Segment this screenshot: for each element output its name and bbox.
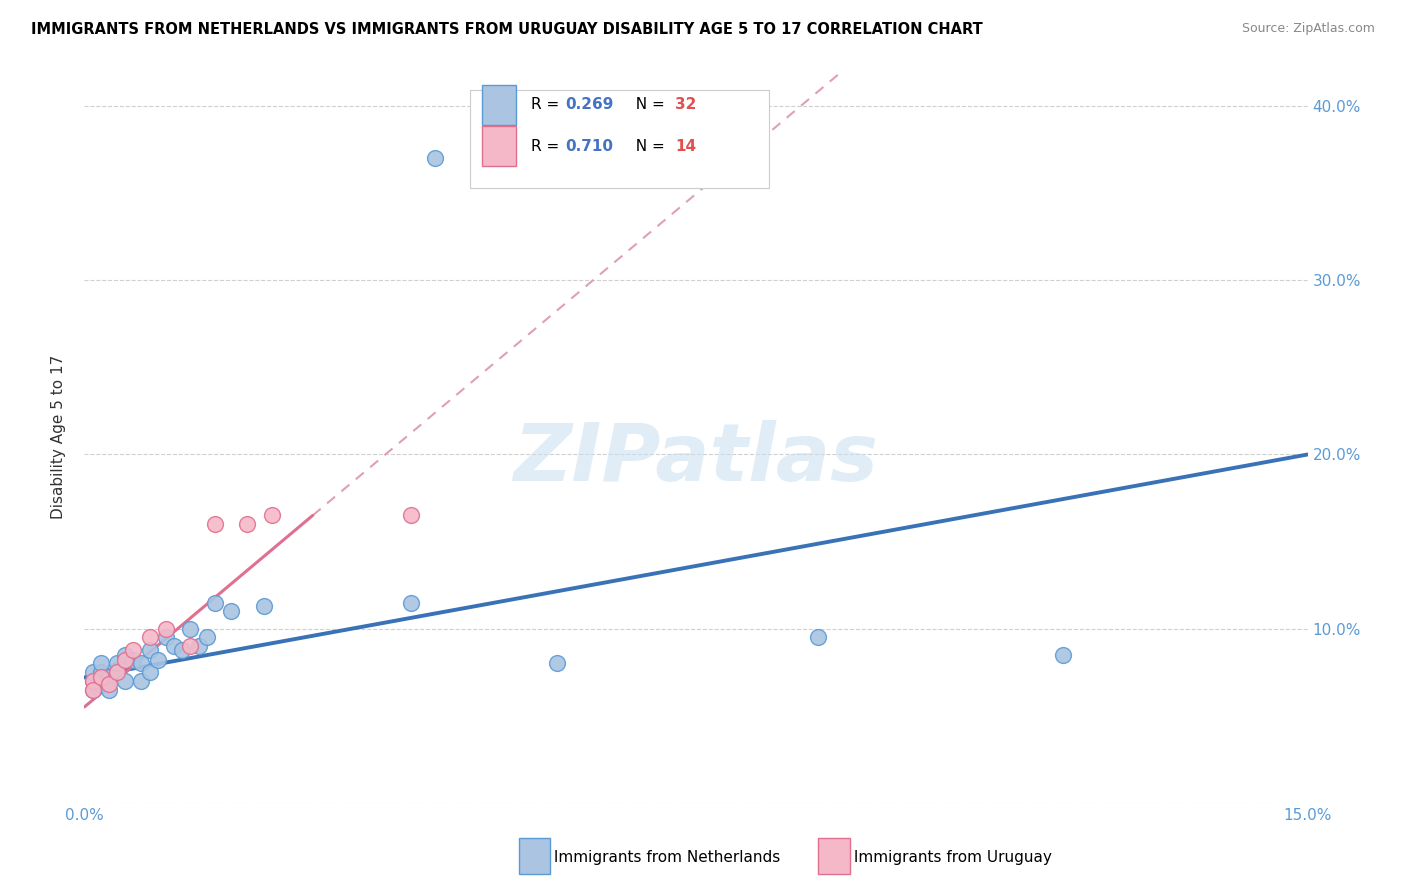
Text: Immigrants from Uruguay: Immigrants from Uruguay xyxy=(849,850,1052,865)
Point xyxy=(172,642,194,657)
Text: 32: 32 xyxy=(675,97,696,112)
Point xyxy=(155,622,177,636)
Point xyxy=(179,622,201,636)
Bar xyxy=(818,838,851,874)
Text: N =: N = xyxy=(626,139,669,153)
Text: N =: N = xyxy=(626,97,669,112)
Point xyxy=(122,642,145,657)
Point xyxy=(163,639,186,653)
Point xyxy=(204,517,226,532)
Point xyxy=(105,657,128,671)
Text: 14: 14 xyxy=(675,139,696,153)
Text: ZIPatlas: ZIPatlas xyxy=(513,420,879,498)
Y-axis label: Disability Age 5 to 17: Disability Age 5 to 17 xyxy=(51,355,66,519)
Point xyxy=(82,682,104,697)
Point xyxy=(546,657,568,671)
Point xyxy=(138,642,160,657)
Point xyxy=(399,595,422,609)
Point xyxy=(179,639,201,653)
Point xyxy=(97,677,120,691)
Point xyxy=(155,631,177,645)
Point xyxy=(105,664,128,678)
Point xyxy=(204,595,226,609)
Text: R =: R = xyxy=(531,97,564,112)
Text: 0.710: 0.710 xyxy=(565,139,613,153)
Point xyxy=(90,657,112,671)
Bar xyxy=(482,127,516,167)
Point xyxy=(122,653,145,667)
Point xyxy=(97,682,120,697)
Bar xyxy=(482,85,516,125)
Point xyxy=(90,677,112,691)
Point xyxy=(82,673,104,688)
Text: R =: R = xyxy=(531,139,564,153)
Bar xyxy=(519,838,550,874)
Point xyxy=(1052,648,1074,662)
Point xyxy=(105,665,128,680)
Text: Immigrants from Netherlands: Immigrants from Netherlands xyxy=(550,850,780,865)
Point xyxy=(82,665,104,680)
Text: IMMIGRANTS FROM NETHERLANDS VS IMMIGRANTS FROM URUGUAY DISABILITY AGE 5 TO 17 CO: IMMIGRANTS FROM NETHERLANDS VS IMMIGRANT… xyxy=(31,22,983,37)
Point xyxy=(219,604,242,618)
Point xyxy=(131,673,153,688)
FancyBboxPatch shape xyxy=(470,90,769,188)
Point xyxy=(807,631,830,645)
Point xyxy=(138,665,160,680)
Text: 0.269: 0.269 xyxy=(565,97,613,112)
Point xyxy=(90,670,112,684)
Point xyxy=(97,670,120,684)
Point xyxy=(260,508,283,523)
Point xyxy=(399,508,422,523)
Text: Source: ZipAtlas.com: Source: ZipAtlas.com xyxy=(1241,22,1375,36)
Point xyxy=(131,657,153,671)
Point xyxy=(146,653,169,667)
Point xyxy=(90,665,112,680)
Point xyxy=(138,631,160,645)
Point xyxy=(423,152,446,166)
Point xyxy=(114,648,136,662)
Point xyxy=(114,673,136,688)
Point xyxy=(82,673,104,688)
Point xyxy=(82,682,104,697)
Point xyxy=(195,631,218,645)
Point xyxy=(236,517,259,532)
Point xyxy=(187,639,209,653)
Point xyxy=(253,599,276,613)
Point xyxy=(114,653,136,667)
